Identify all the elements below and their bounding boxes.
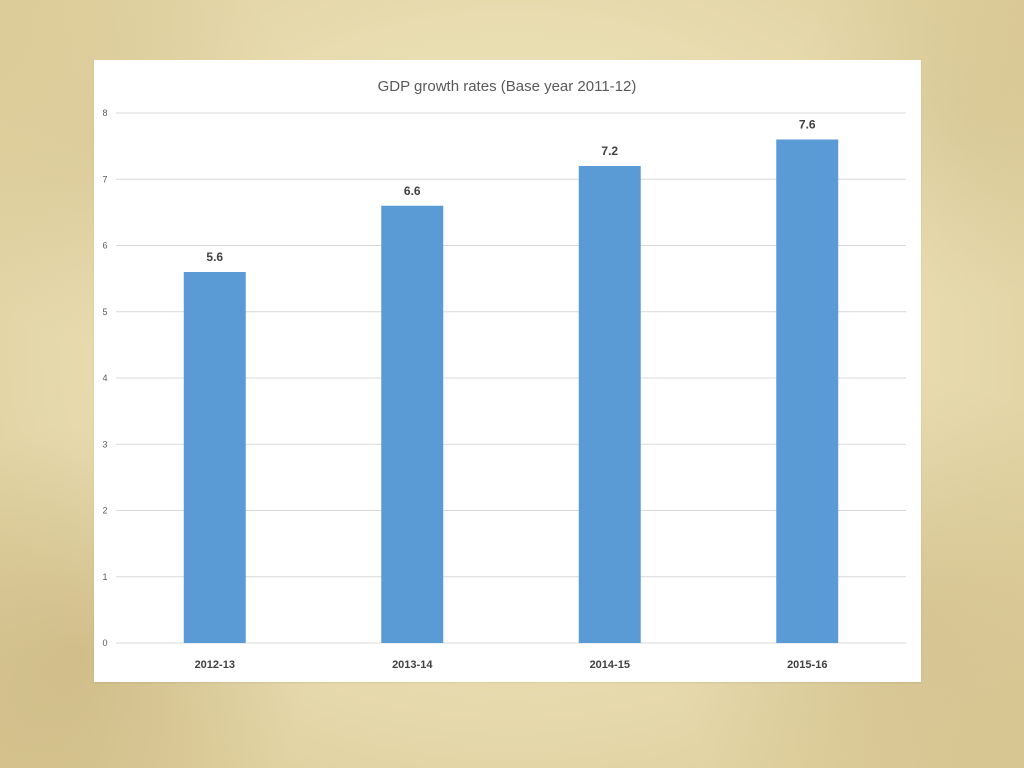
data-label: 6.6	[404, 184, 421, 198]
y-axis-ticks: 0 1 2 3 4 5 6 7 8	[102, 108, 107, 648]
x-tick-label: 2013-14	[392, 659, 433, 671]
data-labels: 5.6 6.6 7.2 7.6	[206, 118, 816, 265]
chart-title: GDP growth rates (Base year 2011-12)	[378, 78, 637, 95]
y-tick-label: 0	[102, 638, 107, 648]
data-label: 5.6	[206, 250, 223, 264]
y-tick-label: 2	[102, 506, 107, 516]
y-tick-label: 1	[102, 572, 107, 582]
bars	[183, 139, 839, 643]
y-tick-label: 5	[102, 307, 107, 317]
data-label: 7.2	[601, 144, 618, 158]
x-tick-label: 2015-16	[787, 659, 827, 671]
x-tick-label: 2014-15	[590, 659, 630, 671]
x-tick-label: 2012-13	[195, 659, 235, 671]
bar-2015-16	[776, 139, 839, 643]
bar-2013-14	[381, 205, 444, 643]
y-tick-label: 4	[102, 373, 107, 383]
data-label: 7.6	[799, 118, 816, 132]
bar-2014-15	[578, 166, 641, 643]
y-tick-label: 7	[102, 174, 107, 184]
y-tick-label: 8	[102, 108, 107, 118]
y-tick-label: 6	[102, 241, 107, 251]
bar-chart: GDP growth rates (Base year 2011-12) 0 1 2…	[102, 78, 906, 671]
x-axis-ticks: 2012-13 2013-14 2014-15 2015-16	[195, 659, 828, 671]
gridlines	[116, 112, 906, 644]
y-tick-label: 3	[102, 439, 107, 449]
chart-container: GDP growth rates (Base year 2011-12) 0 1 2…	[94, 60, 921, 682]
bar-2012-13	[183, 272, 246, 643]
